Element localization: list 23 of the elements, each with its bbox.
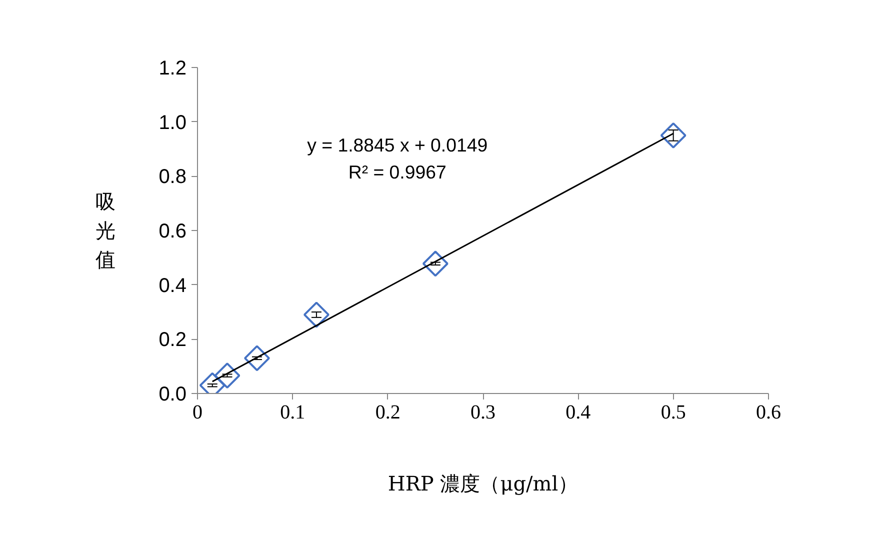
y-tick-label: 1.0 [158,112,187,134]
x-axis-title: HRP 濃度（μg/ml） [388,472,578,496]
y-axis-title: 吸光值 [96,190,116,272]
x-tick-label: 0 [192,402,202,424]
y-tick-label: 0.0 [158,384,187,406]
x-tick-label: 0.4 [566,402,591,424]
x-tick-label: 0.5 [660,402,686,424]
y-tick-label: 0.2 [158,329,187,352]
point [244,345,270,372]
y-tick-label: 0.6 [158,220,187,242]
x-tick-label: 0.1 [280,402,306,424]
y-tick-label: 0.4 [158,274,187,297]
x-tick-label: 0.2 [375,402,400,424]
annotation: R² = 0.9967 [348,162,446,183]
x-tick-label: 0.3 [470,402,496,424]
x-tick-label: 0.6 [756,402,781,424]
y-tick-label: 0.8 [158,166,187,188]
y-tick-label: 1.2 [158,58,187,80]
point [303,302,330,328]
point [422,250,448,277]
point [214,362,240,389]
annotation: y = 1.8845 x + 0.0149 [307,134,488,156]
point [660,122,686,148]
